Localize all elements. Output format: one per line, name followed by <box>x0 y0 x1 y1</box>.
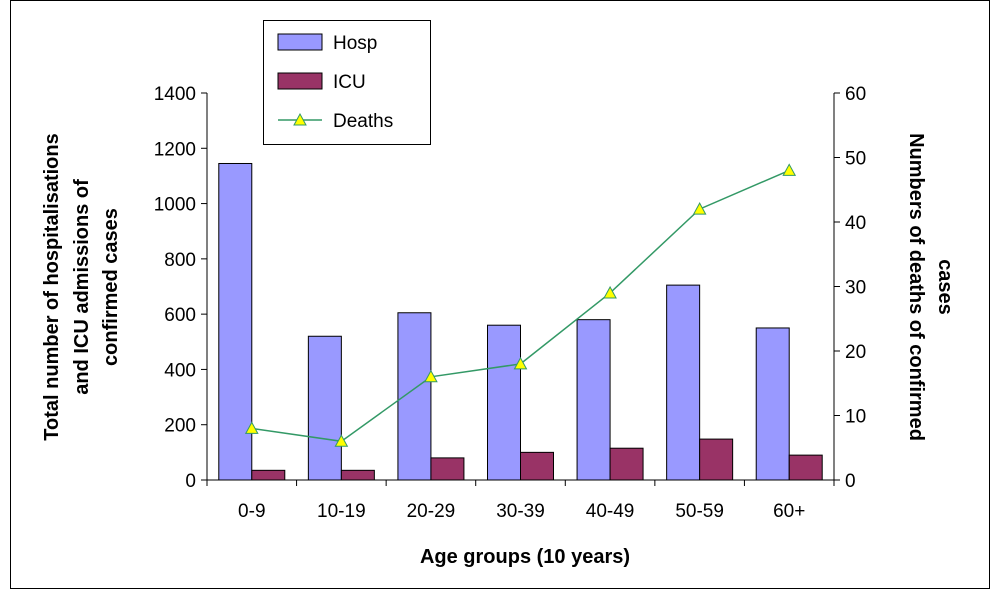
hosp-bar <box>487 324 521 481</box>
x-tick-label: 40-49 <box>586 501 635 522</box>
right-tick-label: 30 <box>845 278 866 299</box>
right-y-axis-title-line: Numbers of deaths of confirmed <box>905 133 927 441</box>
right-y-axis-title-line: cases <box>934 259 956 315</box>
x-tick-label: 30-39 <box>496 501 545 522</box>
deaths-point <box>692 202 707 215</box>
right-y-axis-title: Numbers of deaths of confirmed cases <box>905 133 956 441</box>
legend-swatch-icu <box>277 72 323 90</box>
left-tick-label: 400 <box>164 360 196 381</box>
icu-bar <box>699 438 734 481</box>
legend-label-deaths: Deaths <box>333 111 393 132</box>
left-tick-label: 1200 <box>154 139 196 160</box>
left-tick-label: 0 <box>185 471 196 492</box>
left-tick-label: 800 <box>164 250 196 271</box>
x-tick-label: 20-29 <box>407 501 456 522</box>
deaths-point <box>782 163 797 176</box>
plot-marks <box>218 162 823 481</box>
right-tick-label: 40 <box>845 213 866 234</box>
icu-bar <box>788 454 823 481</box>
left-tick-label: 1400 <box>154 84 196 105</box>
legend-swatch-hosp <box>277 33 323 51</box>
deaths-point <box>424 369 438 383</box>
left-y-axis-title-line: confirmed cases <box>100 208 122 366</box>
left-tick-label: 600 <box>164 305 196 326</box>
legend-label-icu: ICU <box>333 72 366 93</box>
left-y-axis-title: Total number of hospitalisations and ICU … <box>41 133 122 440</box>
deaths-point <box>244 421 259 434</box>
left-tick-label: 1000 <box>154 195 196 216</box>
icu-bar <box>520 451 554 481</box>
deaths-point <box>603 285 617 299</box>
deaths-point <box>334 434 349 447</box>
icu-bar <box>609 447 644 481</box>
right-tick-label: 50 <box>845 149 866 170</box>
right-tick-label: 60 <box>845 84 866 105</box>
x-tick-label: 60+ <box>773 501 805 522</box>
legend-label-hosp: Hosp <box>333 33 377 54</box>
x-tick-label: 50-59 <box>675 501 724 522</box>
icu-bar <box>340 469 375 481</box>
hosp-bar <box>307 335 342 481</box>
right-tick-label: 20 <box>845 342 866 363</box>
left-tick-label: 200 <box>164 416 196 437</box>
icu-bar <box>430 457 465 481</box>
x-axis-title: Age groups (10 years) <box>420 546 630 568</box>
left-y-axis-title-line: and ICU admissions of <box>71 179 93 395</box>
hosp-bar <box>666 284 701 481</box>
left-y-axis-title-line: Total number of hospitalisations <box>41 133 63 440</box>
axis-ticks: 0 200 400 600 800 1000 1200 1400 0 10 20 30 40 50 60 0-… <box>154 84 866 522</box>
x-tick-label: 10-19 <box>317 501 366 522</box>
legend-swatch-deaths-marker <box>293 112 307 126</box>
chart-frame <box>10 0 990 589</box>
hosp-bar <box>755 327 790 481</box>
deaths-point <box>513 356 528 370</box>
icu-bar <box>251 469 286 481</box>
hosp-bar <box>576 319 611 481</box>
right-tick-label: 10 <box>845 407 866 428</box>
x-tick-label: 0-9 <box>238 501 265 522</box>
right-tick-label: 0 <box>845 471 856 492</box>
hosp-bar <box>218 162 253 481</box>
legend: Hosp ICU Deaths <box>263 20 431 145</box>
